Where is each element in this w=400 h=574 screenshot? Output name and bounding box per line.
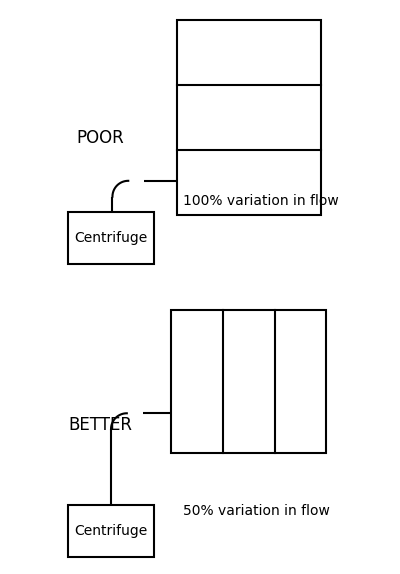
Text: BETTER: BETTER	[68, 416, 132, 434]
Text: POOR: POOR	[76, 129, 124, 147]
Bar	[68, 505, 154, 557]
Bar	[171, 310, 326, 453]
Bar	[177, 20, 320, 215]
Text: 100% variation in flow: 100% variation in flow	[183, 194, 338, 208]
Bar	[68, 212, 154, 264]
Text: 50% variation in flow: 50% variation in flow	[183, 504, 330, 518]
Text: Centrifuge: Centrifuge	[74, 231, 148, 245]
Text: Centrifuge: Centrifuge	[74, 524, 148, 538]
